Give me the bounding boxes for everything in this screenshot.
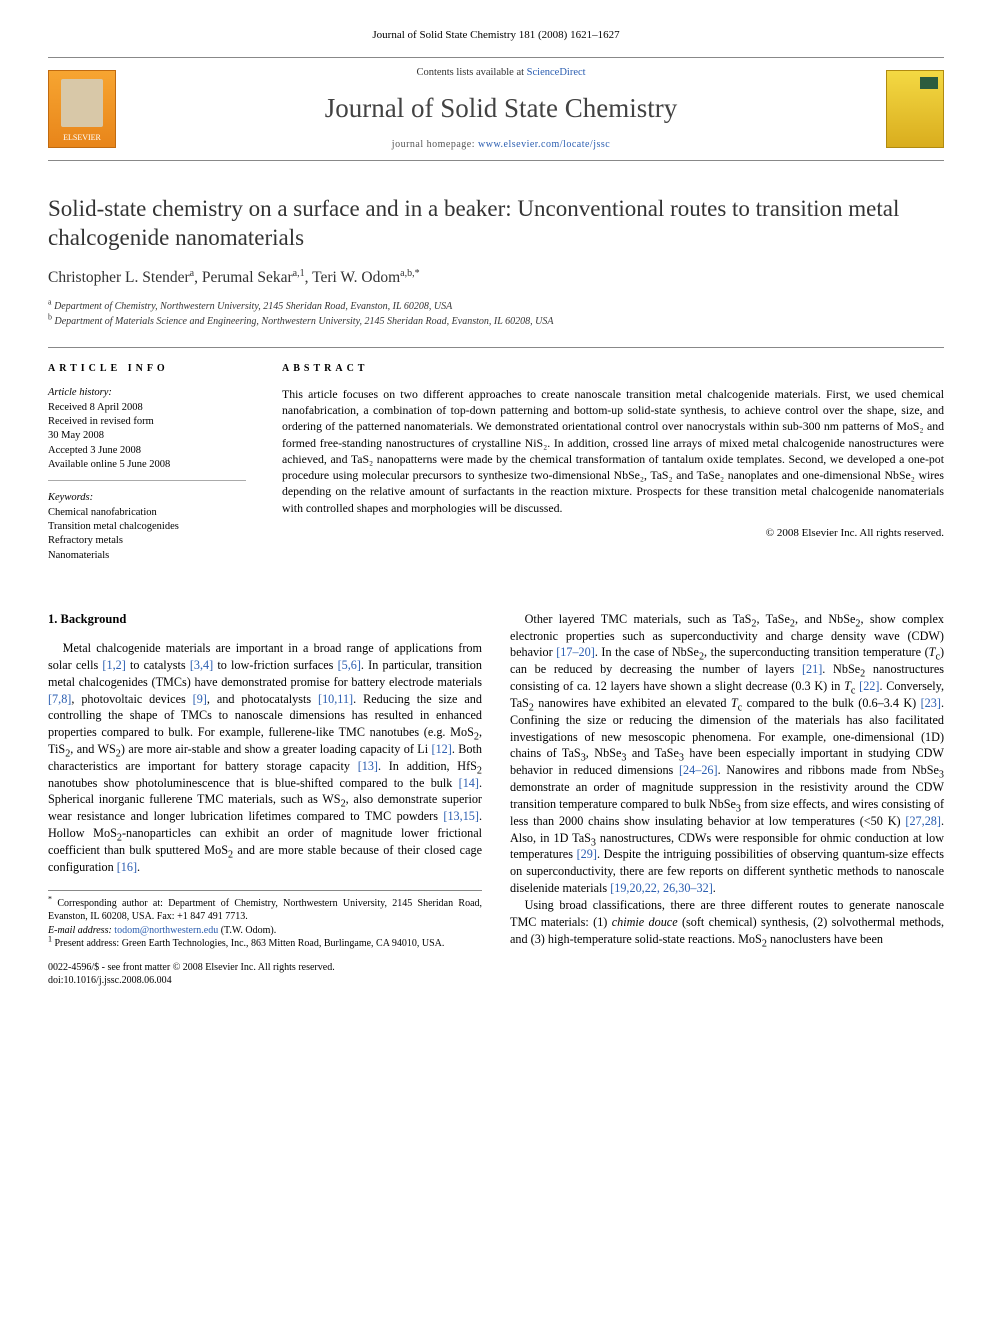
abstract-copyright: © 2008 Elsevier Inc. All rights reserved… [282,526,944,541]
article-info-panel: ARTICLE INFO Article history: Received 8… [48,362,246,580]
journal-cover-thumbnail [886,70,944,148]
affiliation-b: b Department of Materials Science and En… [48,314,944,329]
doi-line: doi:10.1016/j.jssc.2008.06.004 [48,974,482,988]
body-paragraph: Using broad classifications, there are t… [510,897,944,947]
article-info-row: ARTICLE INFO Article history: Received 8… [48,347,944,580]
citation-link[interactable]: [23] [921,696,941,710]
article-history-block: Article history: Received 8 April 2008 R… [48,386,246,481]
sciencedirect-link[interactable]: ScienceDirect [527,67,586,78]
elsevier-label: ELSEVIER [63,133,101,144]
body-paragraph: Other layered TMC materials, such as TaS… [510,611,944,897]
right-column: Other layered TMC materials, such as TaS… [510,611,944,988]
citation-link[interactable]: [14] [459,776,479,790]
citation-link[interactable]: [10,11] [318,692,353,706]
article-title: Solid-state chemistry on a surface and i… [48,195,944,253]
article-info-heading: ARTICLE INFO [48,362,246,376]
citation-link[interactable]: [24–26] [679,763,718,777]
journal-name: Journal of Solid State Chemistry [130,90,872,126]
citation-link[interactable]: [13] [358,759,378,773]
citation-link[interactable]: [5,6] [338,658,361,672]
footnotes: * Corresponding author at: Department of… [48,890,482,951]
citation-link[interactable]: [17–20] [556,645,595,659]
abstract-panel: ABSTRACT This article focuses on two dif… [282,362,944,580]
citation-link[interactable]: [16] [117,860,137,874]
affiliation-a: a Department of Chemistry, Northwestern … [48,299,944,314]
citation-link[interactable]: [29] [577,847,597,861]
body-columns: 1. Background Metal chalcogenide materia… [48,611,944,988]
email-footnote: E-mail address: todom@northwestern.edu (… [48,924,482,938]
citation-link[interactable]: [13,15] [443,809,479,823]
affiliations: a Department of Chemistry, Northwestern … [48,299,944,329]
contents-prefix: Contents lists available at [416,67,526,78]
doi-block: 0022-4596/$ - see front matter © 2008 El… [48,961,482,988]
citation-link[interactable]: [7,8] [48,692,71,706]
contents-available-line: Contents lists available at ScienceDirec… [130,66,872,80]
history-text: Received 8 April 2008 Received in revise… [48,401,246,472]
citation-link[interactable]: [21] [802,662,822,676]
citation-link[interactable]: [3,4] [190,658,213,672]
citation-link[interactable]: [27,28] [905,814,941,828]
body-paragraph: Metal chalcogenide materials are importa… [48,640,482,876]
abstract-heading: ABSTRACT [282,362,944,376]
section-1-heading: 1. Background [48,611,482,628]
masthead-center: Contents lists available at ScienceDirec… [130,66,872,152]
abstract-text: This article focuses on two different ap… [282,386,944,516]
front-matter-line: 0022-4596/$ - see front matter © 2008 El… [48,961,482,975]
citation-link[interactable]: [12] [432,742,452,756]
citation-link[interactable]: [19,20,22, 26,30–32] [610,881,713,895]
masthead: ELSEVIER Contents lists available at Sci… [48,57,944,161]
homepage-link[interactable]: www.elsevier.com/locate/jssc [478,139,610,150]
present-address-footnote: 1 Present address: Green Earth Technolog… [48,937,482,951]
keywords-text: Chemical nanofabrication Transition meta… [48,506,246,563]
homepage-prefix: journal homepage: [392,139,478,150]
citation-link[interactable]: [22] [859,679,879,693]
keywords-label: Keywords: [48,491,246,505]
header-citation: Journal of Solid State Chemistry 181 (20… [48,28,944,43]
corresponding-footnote: * Corresponding author at: Department of… [48,897,482,924]
citation-link[interactable]: [1,2] [102,658,125,672]
history-label: Article history: [48,386,246,400]
citation-link[interactable]: [9] [193,692,207,706]
author-list: Christopher L. Stendera, Perumal Sekara,… [48,268,944,289]
left-column: 1. Background Metal chalcogenide materia… [48,611,482,988]
keywords-block: Keywords: Chemical nanofabrication Trans… [48,491,246,571]
email-link[interactable]: todom@northwestern.edu [114,925,218,936]
elsevier-logo: ELSEVIER [48,70,116,148]
homepage-line: journal homepage: www.elsevier.com/locat… [130,138,872,152]
